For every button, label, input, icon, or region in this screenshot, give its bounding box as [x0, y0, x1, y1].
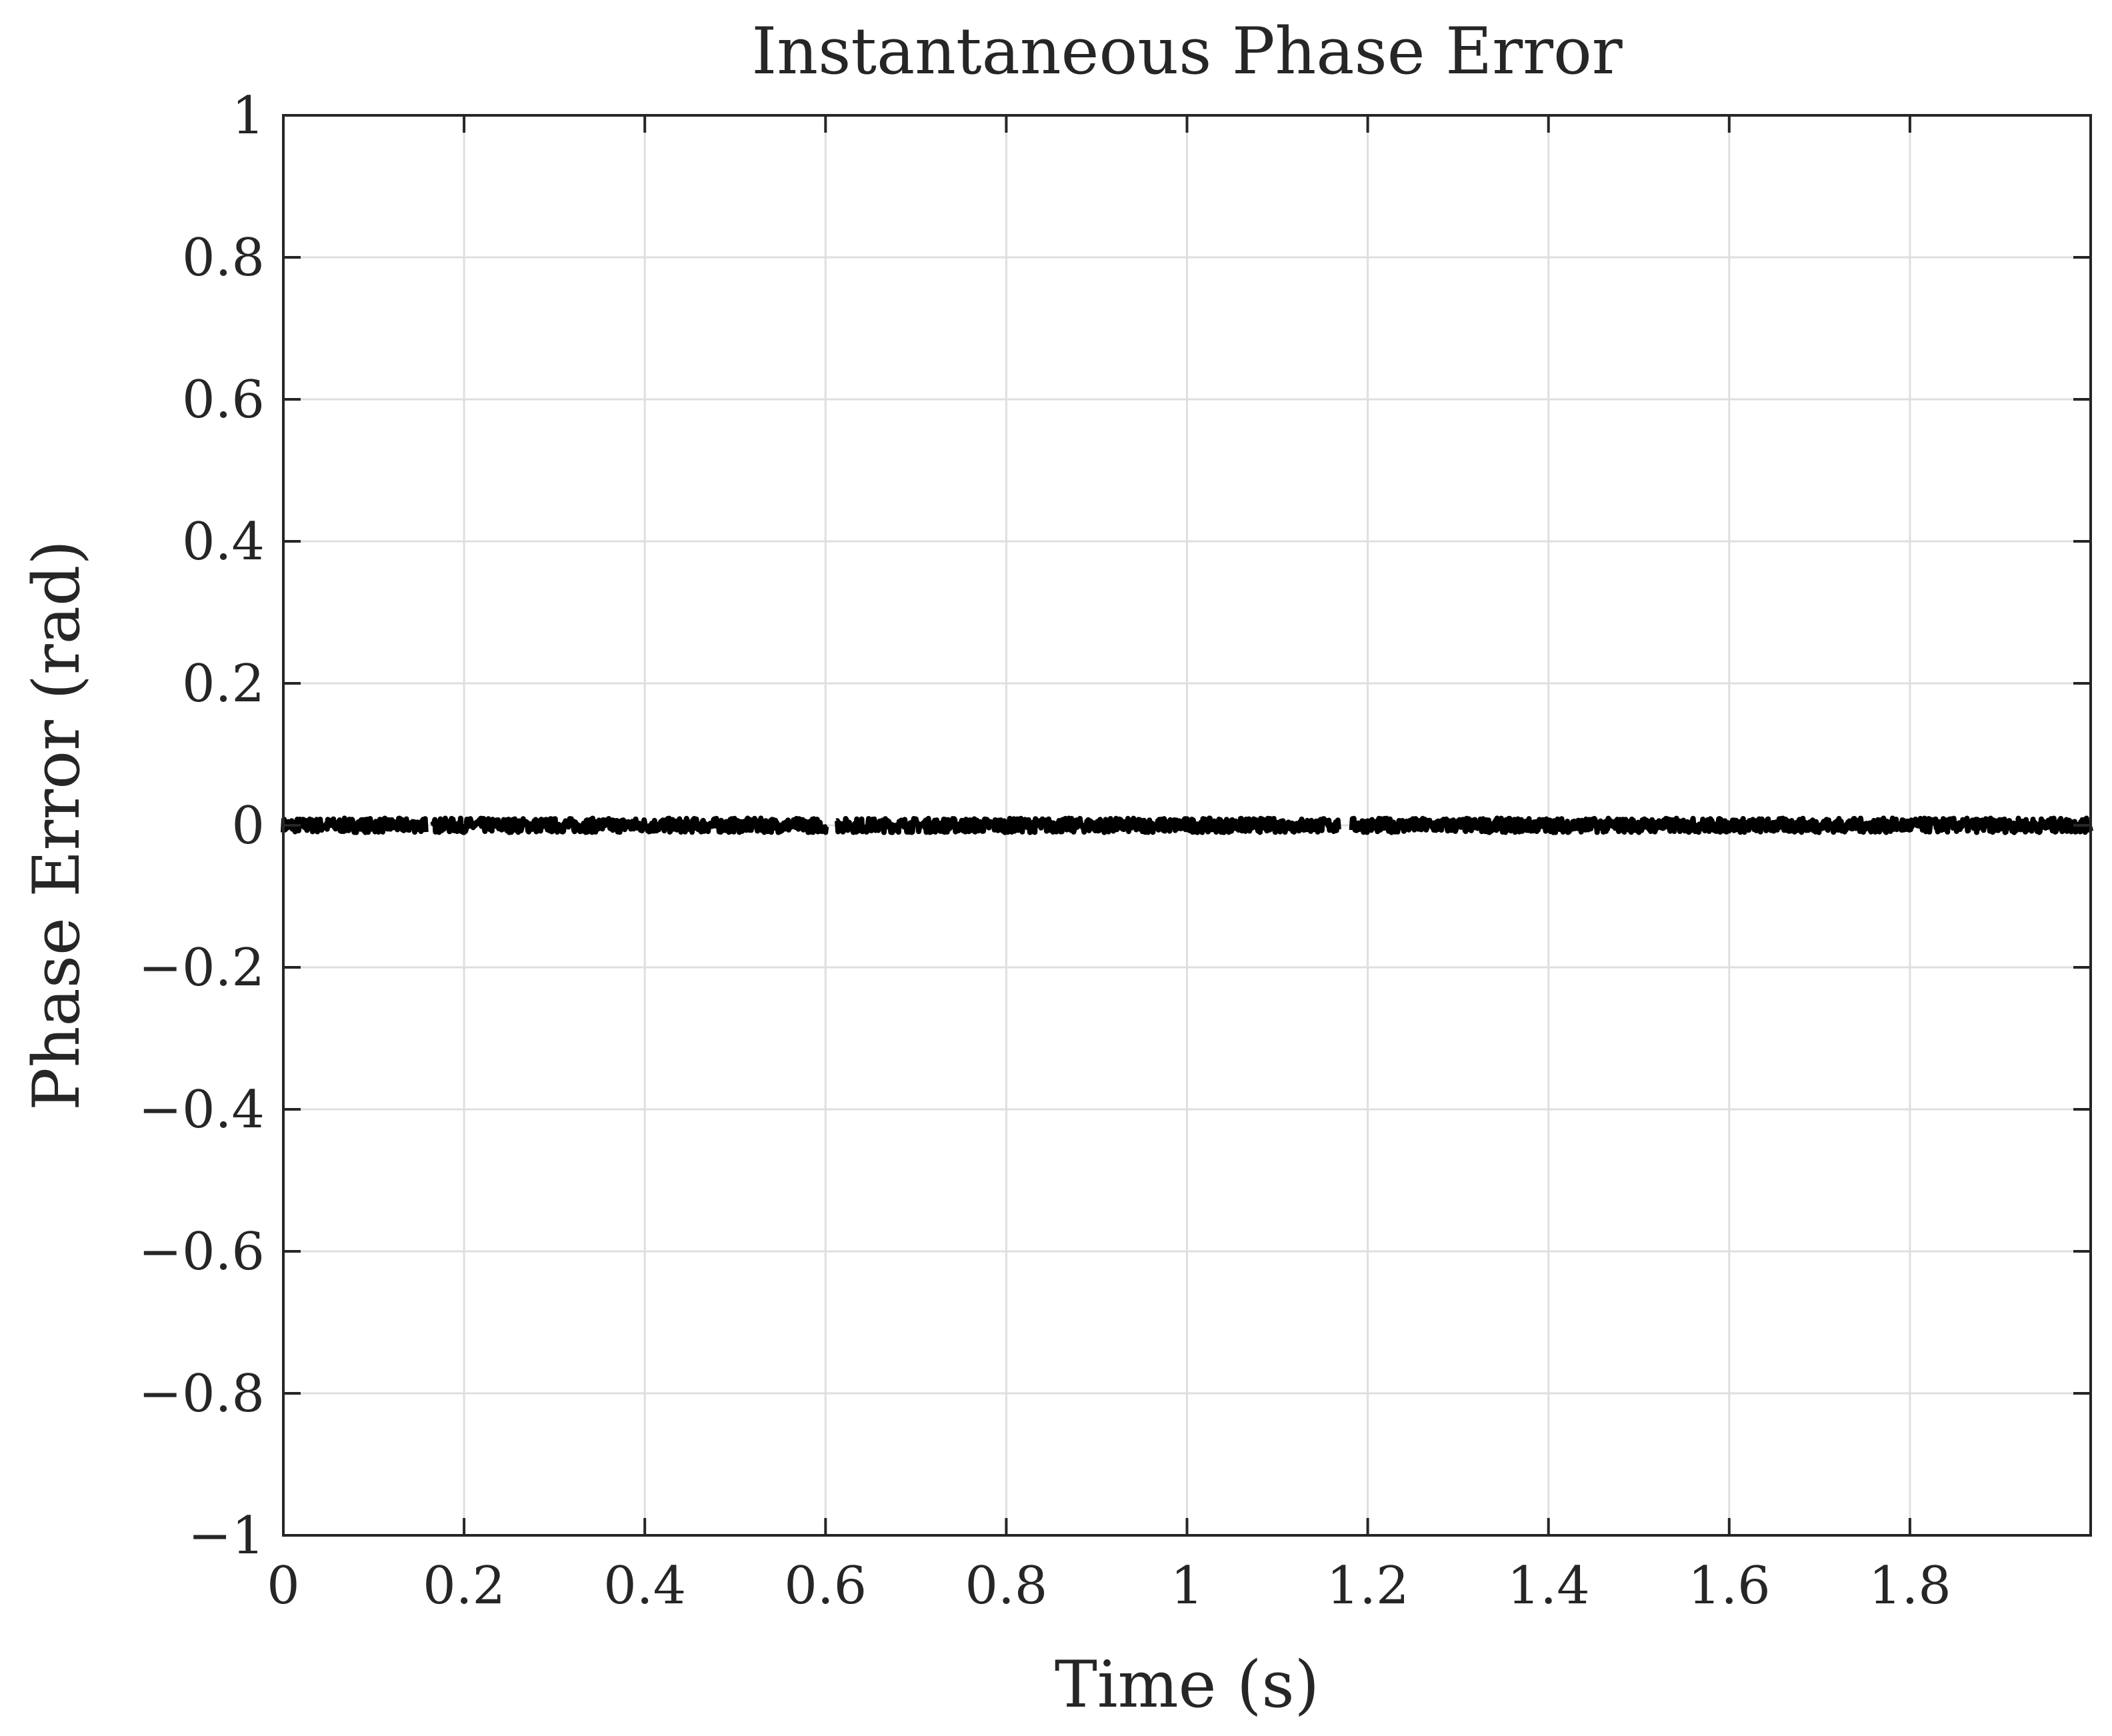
y-tick-label: 0.4	[182, 512, 265, 572]
y-tick-label: −0.8	[139, 1364, 265, 1424]
ticks	[282, 114, 2091, 1537]
x-tick-label: 1.2	[1327, 1556, 1409, 1616]
y-tick-label: 0	[231, 796, 265, 856]
tick-labels: 0 0.2 0.4 0.6 0.8 1 1.2 1.4 1.6 1.8 −1 −0.8 −0.6 −0.4…	[139, 86, 1951, 1616]
series-layer	[281, 815, 2093, 835]
x-tick-label: 1	[1171, 1556, 1204, 1616]
y-tick-label: 0.6	[182, 370, 265, 430]
y-tick-label: −0.2	[139, 938, 265, 998]
x-tick-label: 1.4	[1507, 1556, 1590, 1616]
y-tick-label: 1	[231, 86, 265, 146]
x-tick-label: 1.6	[1688, 1556, 1771, 1616]
y-axis-label: Phase Error (rad)	[19, 540, 94, 1111]
x-tick-label: 0.8	[965, 1556, 1047, 1616]
y-tick-label: 0.8	[182, 228, 265, 288]
x-axis-label: Time (s)	[1055, 1647, 1319, 1722]
y-tick-label: −1	[188, 1506, 265, 1566]
x-tick-label: 0	[267, 1556, 300, 1616]
x-tick-label: 0.2	[423, 1556, 505, 1616]
chart-title: Instantaneous Phase Error	[751, 14, 1622, 89]
series-line	[281, 815, 2093, 835]
y-tick-label: −0.4	[139, 1080, 265, 1140]
x-tick-label: 1.8	[1869, 1556, 1951, 1616]
x-tick-label: 0.4	[603, 1556, 686, 1616]
x-tick-label: 0.6	[784, 1556, 867, 1616]
y-tick-label: 0.2	[182, 654, 265, 714]
y-tick-label: −0.6	[139, 1222, 265, 1282]
